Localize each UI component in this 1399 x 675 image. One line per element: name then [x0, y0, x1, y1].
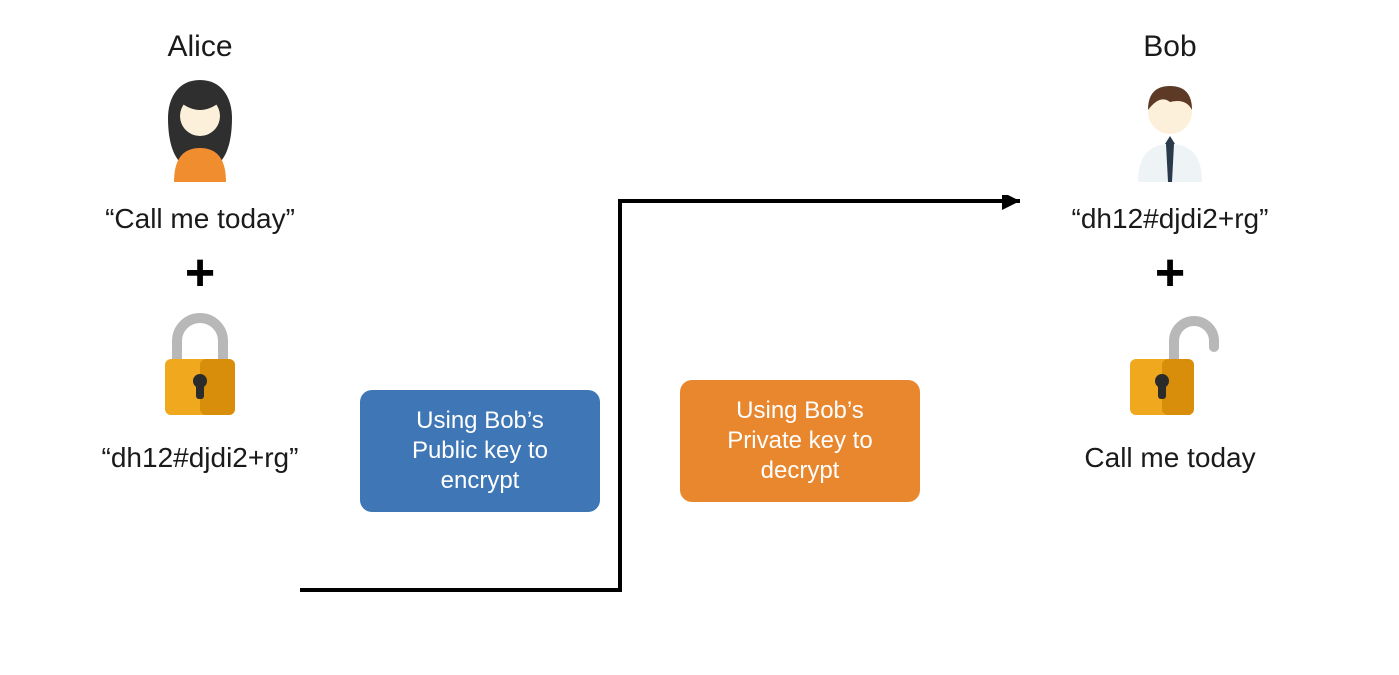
bob-column: Bob “dh12#djdi2+rg” + Call me today: [1030, 30, 1310, 480]
bob-name: Bob: [1143, 30, 1196, 64]
alice-ciphertext: “dh12#djdi2+rg”: [102, 442, 299, 474]
plus-icon: +: [185, 247, 215, 299]
bob-ciphertext: “dh12#djdi2+rg”: [1072, 203, 1269, 235]
callout-line: decrypt: [761, 457, 840, 484]
callout-line: Using Bob’s: [736, 397, 864, 424]
decrypt-callout: Using Bob’s Private key to decrypt: [680, 380, 920, 502]
callout-line: Private key to: [727, 427, 872, 454]
bob-plaintext: Call me today: [1084, 442, 1255, 474]
callout-line: encrypt: [441, 467, 520, 494]
encrypt-callout: Using Bob’s Public key to encrypt: [360, 390, 600, 512]
alice-column: Alice “Call me today” + “dh12#djdi2+rg”: [60, 30, 340, 480]
alice-name: Alice: [167, 30, 232, 64]
lock-closed-icon: [155, 311, 245, 426]
alice-avatar: [150, 72, 250, 187]
callout-line: Using Bob’s: [416, 407, 544, 434]
callout-line: Public key to: [412, 437, 548, 464]
plus-icon: +: [1155, 247, 1185, 299]
bob-avatar: [1120, 72, 1220, 187]
lock-open-icon: [1120, 311, 1220, 426]
alice-plaintext: “Call me today”: [105, 203, 295, 235]
